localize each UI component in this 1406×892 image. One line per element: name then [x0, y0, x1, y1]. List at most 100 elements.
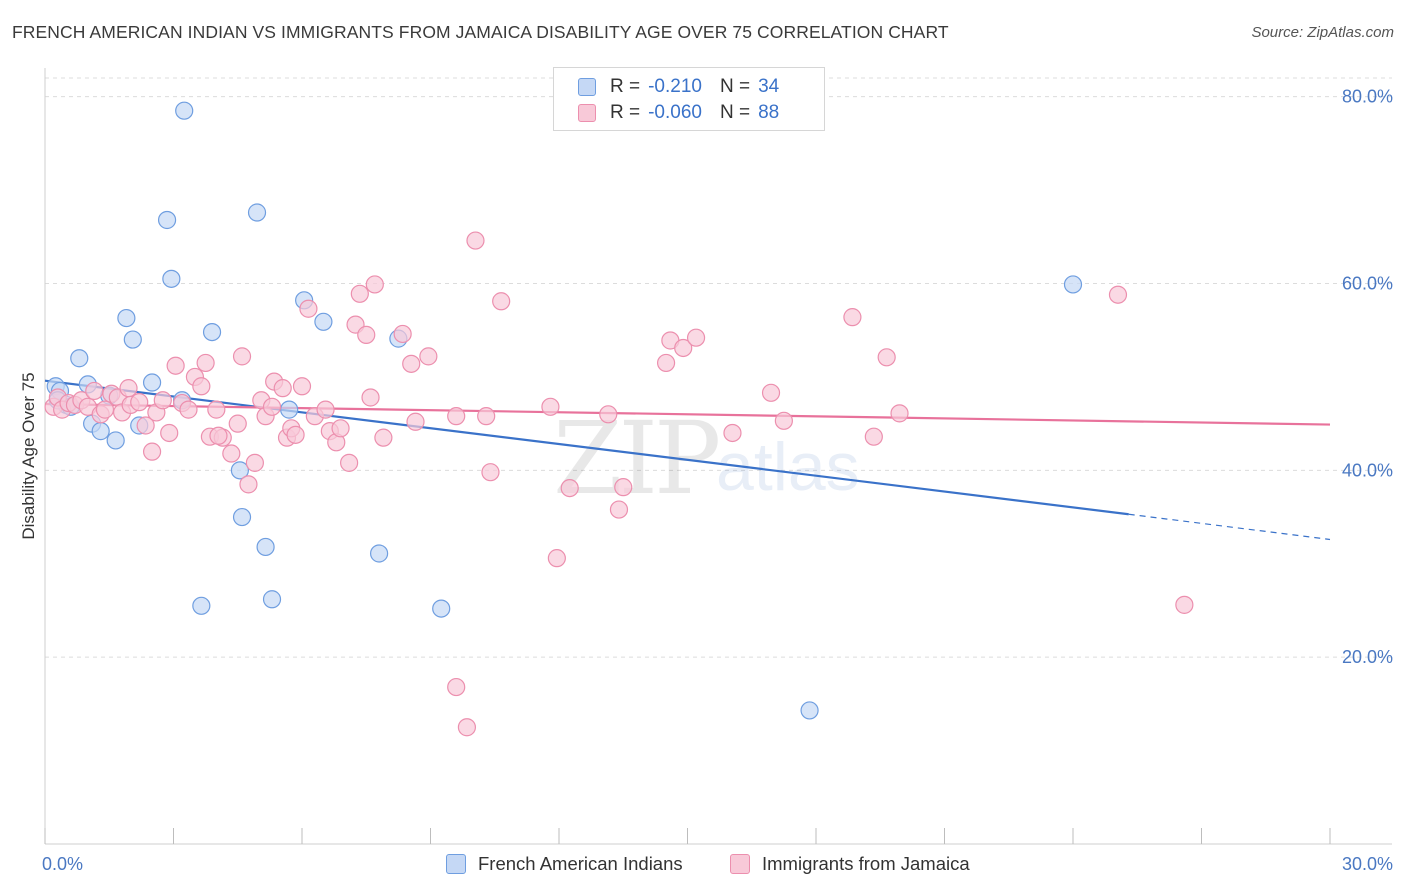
point-immigrants-from-jamaica — [316, 400, 335, 419]
point-french-american-indians — [247, 203, 267, 222]
point-immigrants-from-jamaica — [357, 325, 376, 344]
point-immigrants-from-jamaica — [95, 400, 115, 419]
grid-lines — [45, 77, 1392, 658]
point-french-american-indians — [432, 599, 451, 618]
point-immigrants-from-jamaica — [365, 275, 384, 294]
chart-title: FRENCH AMERICAN INDIAN VS IMMIGRANTS FRO… — [12, 22, 949, 42]
point-french-american-indians — [800, 701, 819, 720]
point-immigrants-from-jamaica — [599, 405, 618, 424]
point-immigrants-from-jamaica — [560, 478, 579, 498]
point-immigrants-from-jamaica — [686, 328, 706, 347]
y-axis-label: Disability Age Over 75 — [19, 372, 38, 539]
point-french-american-indians — [142, 373, 162, 392]
point-french-american-indians — [202, 322, 222, 342]
point-immigrants-from-jamaica — [877, 348, 896, 367]
point-immigrants-from-jamaica — [723, 423, 742, 443]
point-immigrants-from-jamaica — [419, 347, 438, 366]
point-immigrants-from-jamaica — [228, 414, 247, 433]
correlation-legend: R = -0.210 N = 34 R = -0.060 N = 88 — [553, 67, 825, 131]
watermark: ZIP atlas — [553, 400, 860, 517]
point-french-american-indians — [175, 101, 194, 120]
point-immigrants-from-jamaica — [361, 388, 380, 407]
point-immigrants-from-jamaica — [393, 324, 412, 344]
point-immigrants-from-jamaica — [481, 463, 500, 482]
point-immigrants-from-jamaica — [292, 377, 312, 396]
point-immigrants-from-jamaica — [614, 478, 633, 497]
x-tick-label: 0.0% — [42, 854, 83, 874]
y-tick-label: 60.0% — [1342, 274, 1393, 294]
legend-r-label: R = — [610, 102, 641, 123]
trend-line-extension-french-american-indians — [1128, 513, 1331, 541]
point-immigrants-from-jamaica — [374, 428, 393, 447]
bottom-legend-swatch-blue — [446, 854, 466, 874]
bottom-legend-label: Immigrants from Jamaica — [762, 853, 970, 874]
point-immigrants-from-jamaica — [674, 338, 693, 358]
y-tick-label: 40.0% — [1342, 460, 1393, 480]
point-french-american-indians — [70, 349, 89, 368]
point-immigrants-from-jamaica — [843, 308, 862, 327]
legend-n-value: 88 — [758, 102, 780, 123]
point-french-american-indians — [106, 431, 125, 450]
point-immigrants-from-jamaica — [466, 231, 485, 250]
point-immigrants-from-jamaica — [179, 400, 198, 419]
legend-n-value: 34 — [758, 76, 780, 97]
point-french-american-indians — [157, 210, 177, 230]
point-immigrants-from-jamaica — [192, 377, 211, 396]
point-immigrants-from-jamaica — [477, 407, 496, 426]
point-immigrants-from-jamaica — [864, 427, 883, 446]
point-immigrants-from-jamaica — [222, 444, 241, 463]
point-immigrants-from-jamaica — [656, 353, 676, 373]
point-immigrants-from-jamaica — [196, 353, 215, 373]
bottom-legend-immigrants-from-jamaica: Immigrants from Jamaica — [730, 851, 970, 877]
legend-r-value: -0.060 — [648, 102, 702, 123]
trend-line-french-american-indians — [44, 379, 1129, 516]
point-french-american-indians — [256, 537, 275, 557]
point-immigrants-from-jamaica — [774, 411, 793, 430]
point-immigrants-from-jamaica — [331, 419, 350, 438]
point-immigrants-from-jamaica — [402, 354, 421, 373]
source-label: Source: ZipAtlas.com — [1251, 24, 1394, 41]
point-french-american-indians — [232, 507, 252, 527]
legend-n-label: N = — [719, 102, 751, 123]
watermark-zip: ZIP — [553, 400, 718, 517]
point-immigrants-from-jamaica — [890, 404, 909, 423]
point-immigrants-from-jamaica — [245, 453, 264, 472]
point-immigrants-from-jamaica — [761, 383, 781, 402]
data-points — [44, 101, 1194, 737]
x-tick-label: 30.0% — [1342, 854, 1393, 874]
y-tick-label: 80.0% — [1342, 87, 1393, 107]
point-immigrants-from-jamaica — [166, 356, 185, 375]
point-immigrants-from-jamaica — [262, 397, 282, 416]
point-french-american-indians — [230, 461, 249, 480]
point-immigrants-from-jamaica — [160, 423, 179, 443]
legend-swatch-pink — [578, 104, 596, 122]
point-french-american-indians — [123, 330, 142, 349]
point-french-american-indians — [91, 422, 110, 441]
point-immigrants-from-jamaica — [1108, 285, 1128, 304]
point-french-american-indians — [117, 308, 136, 328]
point-french-american-indians — [162, 269, 181, 288]
legend-r-value: -0.210 — [648, 76, 702, 97]
point-immigrants-from-jamaica — [232, 347, 252, 366]
point-french-american-indians — [280, 400, 299, 419]
bottom-legend-french-american-indians: French American Indians — [446, 851, 683, 877]
point-immigrants-from-jamaica — [547, 549, 566, 568]
legend-n-label: N = — [719, 76, 751, 97]
point-immigrants-from-jamaica — [239, 475, 258, 494]
point-immigrants-from-jamaica — [492, 292, 511, 311]
point-french-american-indians — [370, 544, 389, 563]
point-immigrants-from-jamaica — [609, 500, 629, 519]
axes: 20.0% 40.0% 60.0% 80.0% 0.0% 30.0% — [42, 68, 1393, 874]
point-immigrants-from-jamaica — [85, 381, 104, 401]
legend-row-immigrants-from-jamaica: R = -0.060 N = 88 — [578, 100, 779, 126]
bottom-legend-swatch-pink — [730, 854, 750, 874]
point-french-american-indians — [314, 312, 333, 331]
point-immigrants-from-jamaica — [130, 393, 149, 412]
y-tick-label: 20.0% — [1342, 647, 1393, 667]
point-immigrants-from-jamaica — [273, 379, 292, 398]
point-french-american-indians — [1063, 275, 1083, 294]
point-french-american-indians — [262, 590, 282, 609]
legend-r-label: R = — [610, 76, 641, 97]
bottom-legend-label: French American Indians — [478, 853, 683, 874]
